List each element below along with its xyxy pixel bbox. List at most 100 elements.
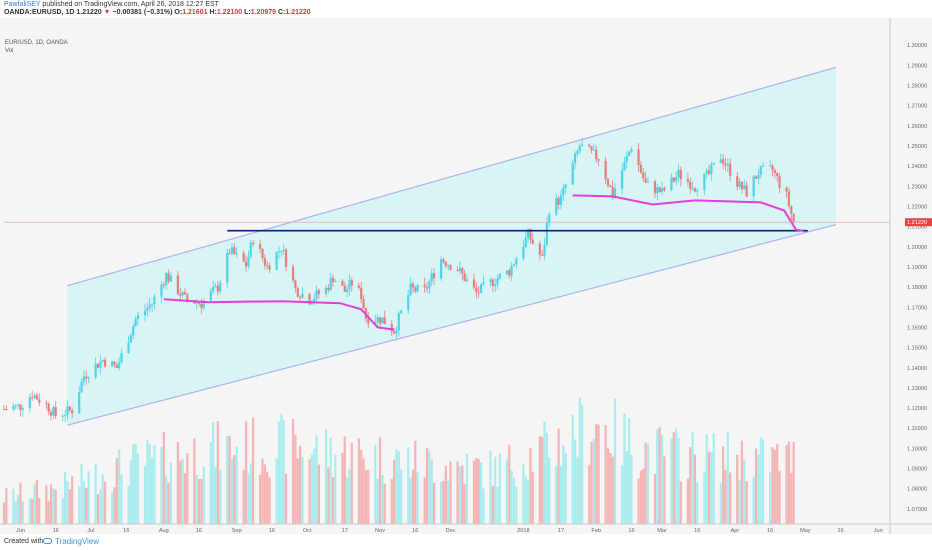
candle-body	[743, 185, 746, 190]
volume-bar	[447, 480, 450, 524]
volume-bar	[284, 473, 288, 524]
volume-bar	[642, 468, 645, 524]
volume-layer	[2, 398, 795, 524]
candle-body	[526, 228, 530, 238]
volume-bar	[449, 461, 452, 524]
candle-body	[489, 279, 492, 283]
volume-bar	[103, 481, 107, 524]
price-chart[interactable]: 1.30000 1.29000 1.28000 1.27000 1.26000 1.250…	[0, 18, 932, 534]
candle-body	[64, 415, 67, 417]
x-tick-label: Jul	[87, 528, 94, 534]
volume-bar	[165, 475, 168, 524]
volume-bar	[479, 462, 483, 524]
candle-body	[393, 331, 396, 334]
x-tick-label: Feb	[591, 528, 601, 534]
candle-body	[80, 381, 83, 393]
candle-body	[656, 187, 659, 194]
volume-bar	[606, 448, 610, 524]
author-link[interactable]: PawfaliSEY	[4, 1, 41, 8]
volume-bar	[440, 481, 443, 524]
candle-body	[390, 324, 393, 332]
candle-body	[176, 275, 180, 294]
volume-bar	[212, 422, 215, 524]
volume-bar	[291, 419, 295, 524]
candle-body	[785, 187, 788, 192]
candle-body	[259, 244, 262, 250]
volume-bar	[357, 438, 360, 524]
volume-bar	[548, 457, 551, 524]
volume-bar	[181, 459, 184, 524]
volume-bar	[136, 453, 140, 524]
chart-area[interactable]: 1.30000 1.29000 1.28000 1.27000 1.26000 1.250…	[0, 18, 932, 534]
volume-bar	[465, 454, 469, 524]
volume-bar	[639, 470, 642, 524]
volume-bar	[573, 439, 577, 524]
volume-bar	[195, 475, 198, 524]
tradingview-brand[interactable]: TradingView	[55, 537, 100, 546]
candle-body	[183, 292, 187, 295]
candle-body	[658, 187, 661, 193]
candle-body	[367, 318, 370, 324]
volume-bar	[498, 453, 501, 524]
volume-bar	[505, 459, 509, 524]
x-tick-label: Sep	[232, 528, 242, 534]
volume-bar	[792, 441, 795, 524]
volume-bar	[148, 443, 151, 524]
volume-bar	[576, 456, 579, 524]
volume-bar	[99, 488, 102, 524]
candle-body	[712, 162, 715, 165]
volume-bar	[219, 469, 222, 524]
candle-body	[623, 161, 626, 171]
x-tick-label: 17	[558, 528, 564, 534]
volume-bar	[588, 464, 591, 524]
candle-body	[165, 273, 168, 286]
candle-body	[308, 293, 311, 305]
volume-bar	[2, 502, 6, 524]
volume-bar	[310, 454, 313, 524]
candle-body	[689, 181, 692, 189]
y-axis[interactable]: 1.30000 1.29000 1.28000 1.27000 1.26000 1.250…	[905, 43, 932, 513]
volume-bar	[578, 398, 581, 524]
candle-body	[317, 290, 321, 294]
x-tick-label: Apr	[731, 528, 740, 534]
volume-bar	[672, 432, 675, 524]
y-tick-label: 1.30000	[907, 43, 927, 49]
legend-symbol: EUR/USD, 1D, OANDA	[5, 40, 68, 46]
volume-bar	[557, 428, 560, 524]
volume-bar	[115, 457, 118, 524]
candle-body	[508, 270, 511, 276]
volume-bar	[364, 470, 368, 524]
x-tick-label: 2018	[517, 528, 529, 534]
candle-body	[573, 153, 577, 164]
candle-body	[17, 404, 20, 406]
candle-body	[219, 282, 222, 292]
x-tick-label: 16	[767, 528, 773, 534]
candle-body	[360, 287, 363, 300]
candle-body	[127, 342, 130, 354]
candle-body	[754, 176, 758, 179]
candle-body	[87, 377, 90, 379]
candle-body	[99, 361, 102, 368]
volume-bar	[308, 459, 311, 524]
x-axis[interactable]: Jun 16 Jul 16 Aug 16 Sep 16 Oct 17 Nov 16 Dec 2018 17 F…	[16, 528, 883, 534]
candle-body	[672, 177, 675, 182]
candle-body	[416, 284, 419, 292]
candle-body	[646, 181, 650, 183]
candle-body	[430, 273, 433, 282]
candle-body	[498, 273, 501, 279]
volume-bar	[381, 474, 384, 524]
y-tick-label: 1.15000	[907, 346, 927, 352]
x-tick-label: 16	[269, 528, 275, 534]
volume-bar	[329, 437, 332, 524]
candle-body	[82, 376, 86, 382]
volume-bar	[317, 464, 321, 524]
candle-body	[761, 165, 765, 167]
volume-bar	[754, 448, 758, 524]
volume-bar	[118, 449, 121, 524]
volume-bar	[531, 472, 534, 524]
y-tick-label: 1.24000	[907, 164, 927, 170]
candle-body	[472, 279, 476, 288]
volume-bar	[689, 447, 692, 524]
candle-body	[588, 144, 591, 147]
volume-bar	[395, 449, 398, 524]
